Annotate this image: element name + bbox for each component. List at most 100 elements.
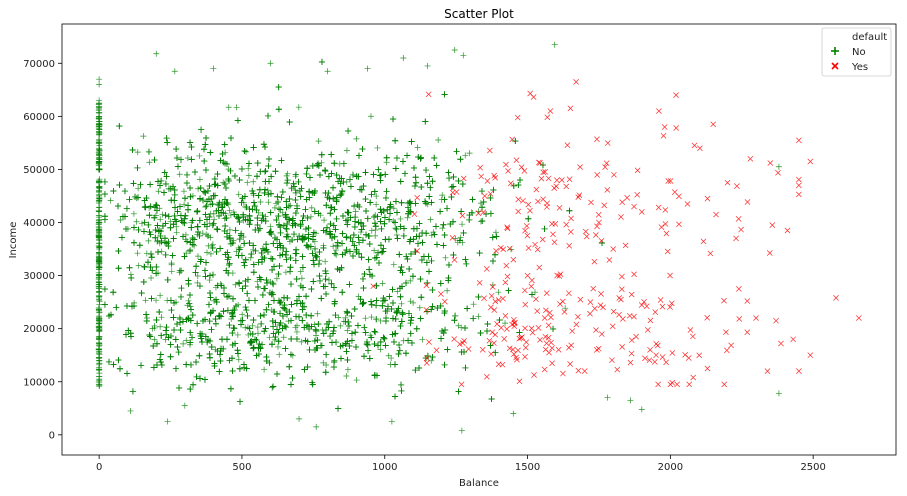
data-point-no	[171, 327, 178, 334]
data-point-no	[167, 333, 174, 340]
data-point-no	[274, 371, 281, 378]
data-point-no	[158, 314, 165, 321]
data-point-no	[406, 265, 413, 272]
data-point-no	[344, 309, 351, 316]
data-point-no	[338, 355, 345, 362]
data-point-no	[151, 322, 158, 329]
data-point-no	[299, 300, 306, 307]
data-point-no	[265, 112, 272, 119]
data-point-no	[249, 331, 256, 338]
data-point-no	[254, 278, 261, 285]
data-point-no	[194, 272, 201, 279]
data-point-no	[566, 207, 573, 214]
data-point-no	[231, 325, 238, 332]
data-point-no	[505, 287, 512, 294]
data-point-no	[325, 173, 332, 180]
data-point-no	[283, 180, 290, 187]
data-point-no	[130, 210, 137, 217]
data-point-no	[452, 312, 459, 319]
data-point-no	[459, 181, 466, 188]
data-point-no	[328, 151, 335, 158]
data-point-no	[493, 233, 500, 240]
data-point-no	[343, 233, 350, 240]
data-point-no	[412, 248, 419, 255]
data-point-no	[257, 168, 264, 175]
data-point-no	[422, 118, 429, 125]
data-point-no	[413, 233, 420, 240]
data-point-no	[495, 289, 502, 296]
data-point-no	[234, 347, 241, 354]
data-point-no	[382, 342, 389, 349]
data-point-no	[348, 312, 355, 319]
data-point-no	[358, 226, 365, 233]
data-point-no	[298, 338, 305, 345]
data-point-no	[265, 191, 272, 198]
data-point-no	[303, 170, 310, 177]
data-point-no	[197, 258, 204, 265]
data-point-no	[147, 203, 154, 210]
data-point-no	[275, 106, 282, 113]
data-point-no	[393, 231, 400, 238]
data-point-no	[236, 218, 243, 225]
data-point-no	[323, 202, 330, 209]
data-point-no	[246, 212, 253, 219]
data-point-no	[173, 229, 180, 236]
data-point-no	[272, 168, 279, 175]
data-point-no	[196, 152, 203, 159]
data-point-no	[230, 237, 237, 244]
data-point-no	[165, 243, 172, 250]
data-point-no	[353, 343, 360, 350]
data-point-no	[292, 210, 299, 217]
data-point-no	[361, 270, 368, 277]
data-point-no	[143, 195, 150, 202]
data-point-no	[157, 216, 164, 223]
data-point-no	[446, 175, 453, 182]
data-point-no	[462, 152, 469, 159]
data-point-no	[209, 271, 216, 278]
data-point-no	[265, 301, 272, 308]
data-point-no	[209, 222, 216, 229]
data-point-no	[290, 180, 297, 187]
data-point-no	[197, 184, 204, 191]
data-point-no	[271, 263, 278, 270]
data-point-no	[207, 201, 214, 208]
data-point-no	[333, 172, 340, 179]
data-point-no	[150, 364, 157, 371]
data-point-no	[129, 388, 136, 395]
data-point-no	[448, 194, 455, 201]
data-point-no	[239, 285, 246, 292]
data-point-no	[339, 251, 346, 258]
data-point-no	[191, 242, 198, 249]
data-point-no	[183, 316, 190, 323]
data-point-no	[263, 241, 270, 248]
data-point-no	[242, 324, 249, 331]
data-point-no	[328, 204, 335, 211]
data-point-no	[232, 340, 239, 347]
data-point-no	[210, 192, 217, 199]
data-point-no	[332, 312, 339, 319]
data-point-no	[255, 344, 262, 351]
data-point-no	[217, 280, 224, 287]
data-point-no	[194, 279, 201, 286]
data-point-no	[118, 234, 125, 241]
data-point-no	[258, 249, 265, 256]
data-point-no	[306, 188, 313, 195]
data-point-no	[369, 272, 376, 279]
data-point-no	[345, 209, 352, 216]
data-point-no	[275, 84, 282, 91]
data-point-no	[265, 199, 272, 206]
data-point-no	[394, 209, 401, 216]
data-point-no	[339, 342, 346, 349]
data-point-no	[372, 329, 379, 336]
data-point-no	[367, 113, 374, 120]
data-point-no	[250, 199, 257, 206]
data-point-no	[390, 116, 397, 123]
data-point-no	[405, 310, 412, 317]
data-point-no	[177, 156, 184, 163]
data-point-no	[384, 303, 391, 310]
data-point-no	[135, 185, 142, 192]
data-point-no	[146, 229, 153, 236]
data-point-no	[178, 267, 185, 274]
data-point-no	[269, 255, 276, 262]
data-point-no	[292, 257, 299, 264]
